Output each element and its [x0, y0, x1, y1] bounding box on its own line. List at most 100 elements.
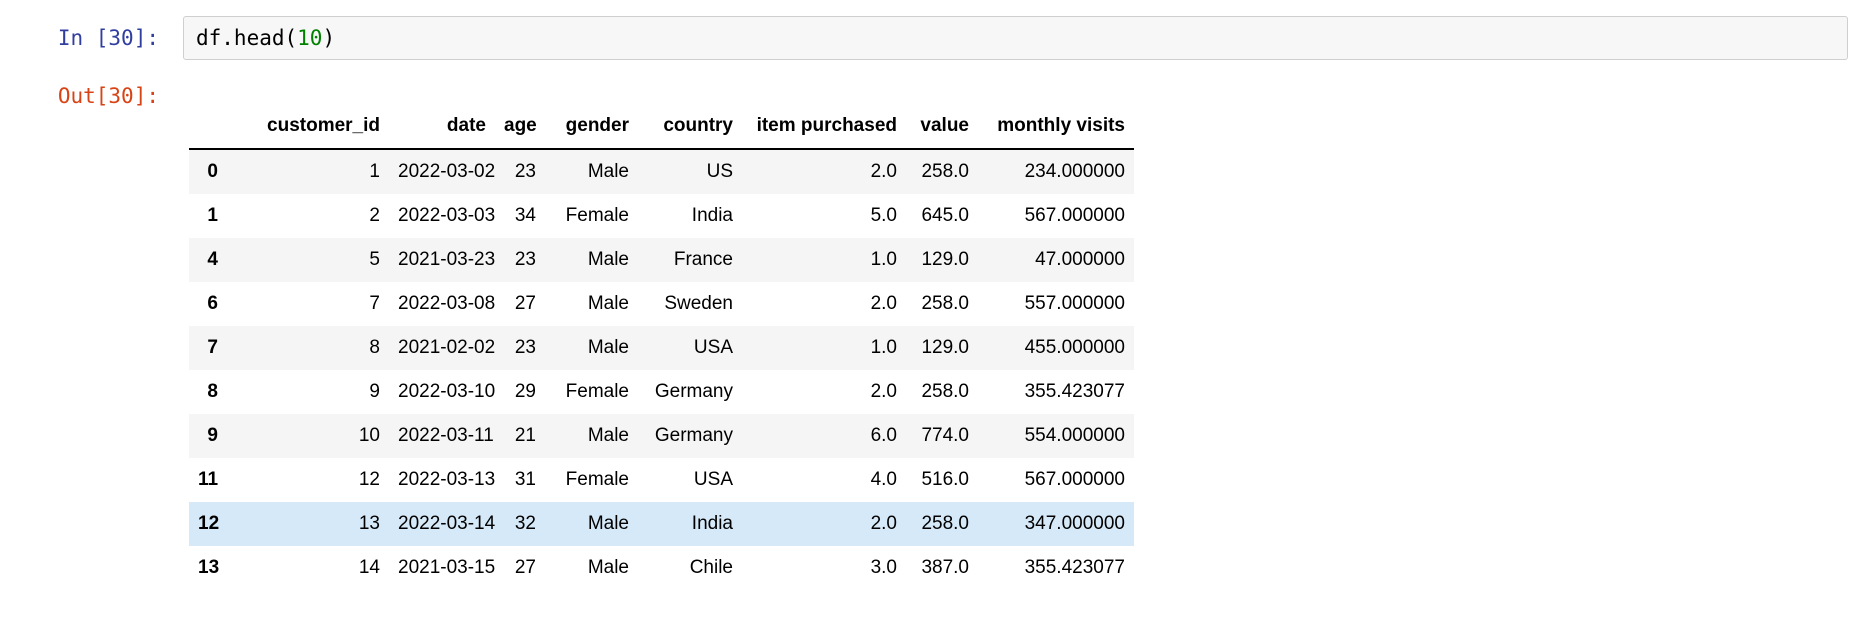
table-cell: 1 [369, 161, 380, 182]
table-cell: Male [587, 337, 629, 358]
table-cell: 5 [369, 249, 380, 270]
table-cell: 12 [358, 469, 380, 490]
column-header: value [906, 104, 978, 150]
table-row: 0 1 2022-03-02 23 Male US 2.0 258.0 234.000000 [189, 149, 1134, 194]
table-cell: Male [587, 557, 629, 578]
table-cell: 14 [358, 557, 380, 578]
table-cell: 5.0 [870, 205, 897, 226]
table-row: 12 13 2022-03-14 32 Male India 2.0 258.0 347.000… [189, 502, 1134, 546]
table-cell: 23 [514, 249, 536, 270]
column-header: monthly visits [978, 104, 1134, 150]
table-cell: 774.0 [921, 425, 969, 446]
index-corner-header [189, 104, 227, 150]
table-cell: 2021-03-15 [398, 557, 495, 578]
code-suffix: ) [322, 26, 336, 50]
table-cell: 567.000000 [1024, 469, 1125, 490]
table-cell: 3.0 [870, 557, 897, 578]
table-cell: 6.0 [870, 425, 897, 446]
table-cell: 31 [514, 469, 536, 490]
column-header: date [389, 104, 495, 150]
row-index: 8 [207, 381, 218, 402]
table-cell: 2022-03-02 [398, 161, 495, 182]
table-cell: 2022-03-14 [398, 513, 495, 534]
table-row: 11 12 2022-03-13 31 Female USA 4.0 516.0 567.000… [189, 458, 1134, 502]
input-prompt: In [30]: [57, 26, 159, 50]
table-cell: 2.0 [870, 381, 897, 402]
table-cell: 129.0 [921, 249, 969, 270]
output-area: customer_id date age gender country item purc… [183, 82, 1874, 590]
row-index: 1 [207, 205, 218, 226]
table-cell: 129.0 [921, 337, 969, 358]
table-cell: Female [565, 205, 629, 226]
table-cell: 32 [514, 513, 536, 534]
dataframe-table: customer_id date age gender country item purc… [189, 104, 1134, 590]
table-cell: 2021-03-23 [398, 249, 495, 270]
table-cell: 47.000000 [1035, 249, 1125, 270]
row-index: 4 [207, 249, 218, 270]
code-editor[interactable]: df.head(10) [183, 16, 1848, 60]
table-cell: 9 [369, 381, 380, 402]
row-index: 7 [207, 337, 218, 358]
table-cell: 258.0 [921, 161, 969, 182]
table-cell: 234.000000 [1024, 161, 1125, 182]
table-cell: 29 [514, 381, 536, 402]
table-cell: Male [587, 425, 629, 446]
table-cell: 2.0 [870, 293, 897, 314]
table-row: 9 10 2022-03-11 21 Male Germany 6.0 774.0 554.00… [189, 414, 1134, 458]
table-cell: 7 [369, 293, 380, 314]
column-header: age [495, 104, 545, 150]
table-cell: 355.423077 [1024, 557, 1125, 578]
table-cell: 2.0 [870, 161, 897, 182]
table-cell: Germany [654, 381, 733, 402]
table-cell: 2022-03-13 [398, 469, 495, 490]
code-prefix: df.head( [196, 26, 298, 50]
row-index: 11 [198, 469, 219, 490]
code-number-literal: 10 [297, 26, 323, 50]
row-index: 0 [207, 161, 218, 182]
table-cell: 13 [358, 513, 380, 534]
table-cell: Male [587, 513, 629, 534]
table-cell: 1.0 [870, 337, 897, 358]
table-row: 8 9 2022-03-10 29 Female Germany 2.0 258.0 355.4… [189, 370, 1134, 414]
table-cell: 516.0 [921, 469, 969, 490]
table-cell: 355.423077 [1024, 381, 1125, 402]
column-header: gender [545, 104, 638, 150]
table-cell: 387.0 [921, 557, 969, 578]
table-cell: 2022-03-08 [398, 293, 495, 314]
table-cell: India [691, 205, 733, 226]
row-index: 9 [207, 425, 218, 446]
column-header: item purchased [742, 104, 906, 150]
code-cell: In [30]: df.head(10) [0, 16, 1874, 60]
table-cell: 455.000000 [1024, 337, 1125, 358]
table-row: 13 14 2021-03-15 27 Male Chile 3.0 387.0 355.423… [189, 546, 1134, 590]
table-cell: Male [587, 293, 629, 314]
table-cell: 2021-02-02 [398, 337, 495, 358]
table-cell: 23 [514, 337, 536, 358]
table-cell: 567.000000 [1024, 205, 1125, 226]
table-cell: 645.0 [921, 205, 969, 226]
row-index: 12 [198, 513, 220, 534]
table-row: 6 7 2022-03-08 27 Male Sweden 2.0 258.0 557.0000… [189, 282, 1134, 326]
table-cell: 2022-03-11 [398, 425, 494, 446]
table-cell: 258.0 [921, 513, 969, 534]
table-row: 7 8 2021-02-02 23 Male USA 1.0 129.0 455.000000 [189, 326, 1134, 370]
output-cell: Out[30]: customer_id date age gender country… [0, 82, 1874, 590]
table-cell: 34 [514, 205, 536, 226]
table-cell: 2.0 [870, 513, 897, 534]
table-cell: France [673, 249, 733, 270]
table-cell: 27 [514, 557, 536, 578]
table-row: 4 5 2021-03-23 23 Male France 1.0 129.0 47.00000… [189, 238, 1134, 282]
table-header: customer_id date age gender country item purc… [189, 104, 1134, 150]
column-header: customer_id [227, 104, 389, 150]
table-cell: Female [565, 469, 629, 490]
table-row: 1 2 2022-03-03 34 Female India 5.0 645.0 567.000… [189, 194, 1134, 238]
table-cell: Male [587, 249, 629, 270]
table-cell: 557.000000 [1024, 293, 1125, 314]
table-cell: 4.0 [870, 469, 897, 490]
column-header: country [638, 104, 742, 150]
table-cell: 27 [514, 293, 536, 314]
table-cell: 347.000000 [1024, 513, 1125, 534]
row-index: 6 [207, 293, 218, 314]
table-cell: Germany [654, 425, 733, 446]
table-cell: 2022-03-10 [398, 381, 495, 402]
